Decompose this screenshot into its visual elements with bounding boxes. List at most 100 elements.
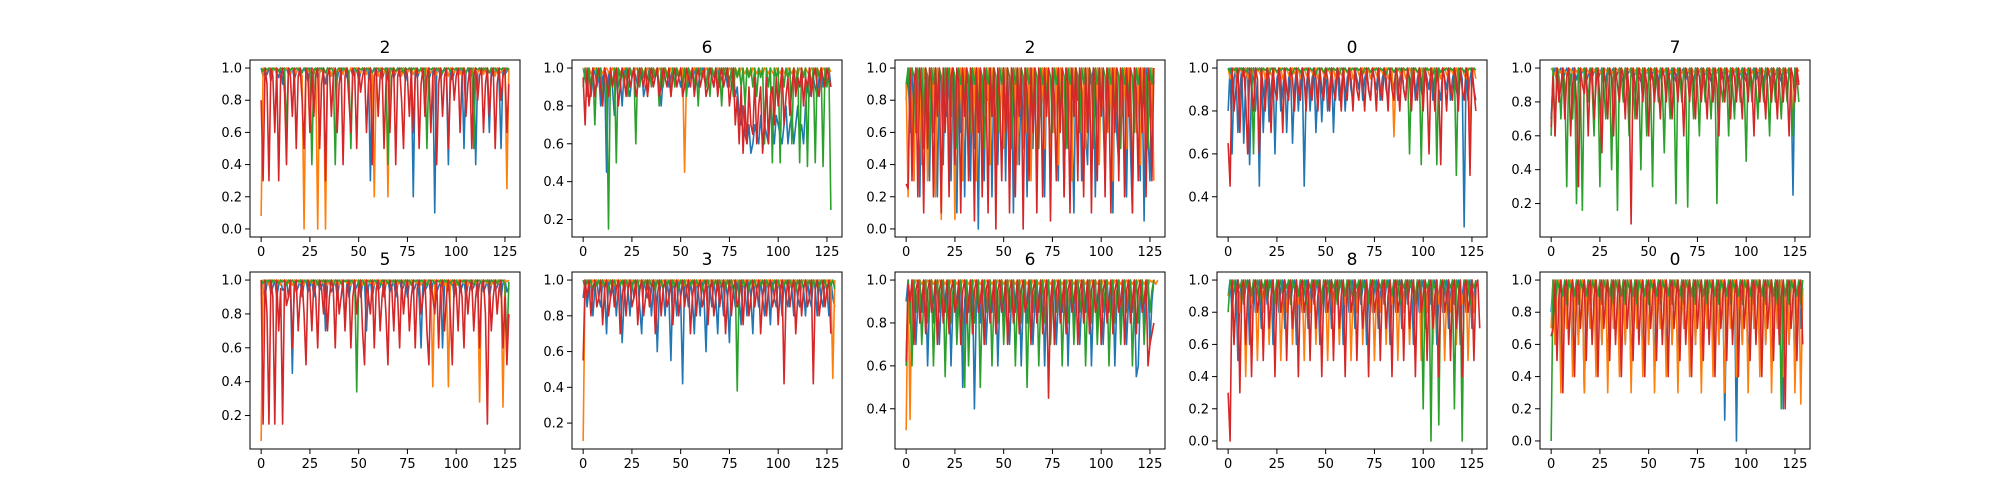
- y-tick-label: 0.6: [1188, 338, 1209, 353]
- subplot-10: 0 25 50 75 100 125 0.0 0.2 0.4 0.6 0.8 1.0 0: [1511, 250, 1811, 472]
- subplot-1: 0 25 50 75 100 125 0.0 0.2 0.4 0.6 0.8 1.0 2: [221, 38, 521, 260]
- subplot-title: 2: [1025, 38, 1036, 58]
- x-tick-label: 50: [672, 457, 689, 472]
- series-line-4: [582, 279, 832, 385]
- x-tick-label: 125: [815, 457, 840, 472]
- series-line-3: [1227, 279, 1477, 442]
- x-tick-label: 25: [302, 457, 319, 472]
- series-line-4: [905, 67, 1155, 230]
- x-tick-label: 75: [1689, 457, 1706, 472]
- x-tick-label: 100: [766, 245, 791, 260]
- y-tick-label: 0.4: [1188, 370, 1209, 385]
- axes-frame: [894, 271, 1166, 450]
- y-tick-label: 0.4: [543, 381, 564, 396]
- subplot-5: 0 25 50 75 100 125 0.2 0.4 0.6 0.8 1.0 7: [1511, 38, 1811, 260]
- series-line-4: [582, 67, 832, 155]
- subplot-title: 0: [1670, 250, 1681, 270]
- x-tick-label: 100: [1411, 457, 1436, 472]
- x-tick-label: 75: [721, 245, 738, 260]
- x-tick-label: 100: [1734, 245, 1759, 260]
- x-tick-label: 125: [1460, 245, 1485, 260]
- y-tick-label: 0.2: [1511, 197, 1532, 212]
- y-tick-label: 0.2: [1188, 402, 1209, 417]
- y-tick-label: 0.2: [1511, 402, 1532, 417]
- y-tick-label: 0.4: [221, 158, 242, 173]
- y-tick-label: 0.8: [1511, 306, 1532, 321]
- axes-frame: [1216, 59, 1488, 238]
- y-tick-label: 0.6: [543, 137, 564, 152]
- series-line-3: [1227, 67, 1477, 177]
- y-tick-label: 1.0: [1511, 62, 1532, 77]
- x-tick-label: 125: [493, 457, 518, 472]
- y-tick-label: 0.6: [543, 345, 564, 360]
- x-tick-label: 25: [1592, 457, 1609, 472]
- axes-frame: [249, 59, 521, 238]
- y-tick-label: 0.8: [1188, 104, 1209, 119]
- axes-frame: [571, 59, 843, 238]
- y-tick-label: 0.4: [866, 158, 887, 173]
- axes-frame: [1539, 271, 1811, 450]
- series-line-4: [1227, 67, 1477, 187]
- x-tick-label: 0: [1224, 457, 1232, 472]
- x-tick-label: 0: [902, 457, 910, 472]
- series-group: [1550, 67, 1800, 225]
- y-tick-label: 0.6: [221, 341, 242, 356]
- x-tick-label: 25: [1592, 245, 1609, 260]
- y-tick-label: 0.6: [866, 359, 887, 374]
- y-tick-label: 0.2: [866, 190, 887, 205]
- series-group: [1227, 67, 1477, 228]
- subplot-title: 0: [1347, 38, 1358, 58]
- x-tick-label: 50: [1317, 245, 1334, 260]
- x-tick-label: 75: [721, 457, 738, 472]
- x-tick-label: 100: [1411, 245, 1436, 260]
- y-tick-label: 0.2: [221, 190, 242, 205]
- y-tick-label: 0.6: [1511, 129, 1532, 144]
- x-tick-label: 125: [1783, 457, 1808, 472]
- y-tick-label: 1.0: [543, 274, 564, 289]
- subplot-title: 8: [1347, 250, 1358, 270]
- y-tick-label: 1.0: [1188, 274, 1209, 289]
- x-tick-label: 0: [257, 245, 265, 260]
- series-line-4: [260, 279, 510, 425]
- y-tick-label: 1.0: [866, 62, 887, 77]
- y-tick-label: 0.0: [866, 222, 887, 237]
- y-tick-label: 0.6: [866, 126, 887, 141]
- x-tick-label: 75: [1366, 245, 1383, 260]
- subplot-8: 0 25 50 75 100 125 0.4 0.6 0.8 1.0 6: [866, 250, 1166, 472]
- y-tick-label: 0.6: [1511, 338, 1532, 353]
- x-tick-label: 75: [1044, 457, 1061, 472]
- x-tick-label: 100: [1734, 457, 1759, 472]
- x-tick-label: 25: [302, 245, 319, 260]
- series-group: [260, 67, 510, 230]
- y-tick-label: 0.4: [866, 402, 887, 417]
- x-tick-label: 100: [766, 457, 791, 472]
- y-tick-label: 1.0: [221, 62, 242, 77]
- axes-frame: [1216, 271, 1488, 450]
- x-tick-label: 0: [1547, 457, 1555, 472]
- series-line-3: [260, 67, 510, 166]
- x-tick-label: 100: [1089, 457, 1114, 472]
- y-tick-label: 0.8: [1188, 306, 1209, 321]
- x-tick-label: 50: [672, 245, 689, 260]
- x-tick-label: 100: [1089, 245, 1114, 260]
- x-tick-label: 50: [350, 457, 367, 472]
- x-tick-label: 0: [902, 245, 910, 260]
- y-tick-label: 0.2: [221, 409, 242, 424]
- series-line-4: [905, 279, 1155, 399]
- y-tick-label: 0.6: [221, 126, 242, 141]
- subplot-7: 0 25 50 75 100 125 0.2 0.4 0.6 0.8 1.0 3: [543, 250, 843, 472]
- x-tick-label: 25: [624, 245, 641, 260]
- series-line-4: [1550, 279, 1804, 410]
- x-tick-label: 75: [399, 457, 416, 472]
- y-tick-label: 0.8: [543, 309, 564, 324]
- x-tick-label: 25: [947, 245, 964, 260]
- x-tick-label: 50: [1317, 457, 1334, 472]
- y-tick-label: 1.0: [1188, 62, 1209, 77]
- series-group: [905, 279, 1159, 431]
- y-tick-label: 0.6: [1188, 147, 1209, 162]
- y-tick-label: 0.4: [1188, 190, 1209, 205]
- axes-frame: [249, 271, 521, 450]
- axes-frame: [1539, 59, 1811, 238]
- y-tick-label: 0.8: [221, 307, 242, 322]
